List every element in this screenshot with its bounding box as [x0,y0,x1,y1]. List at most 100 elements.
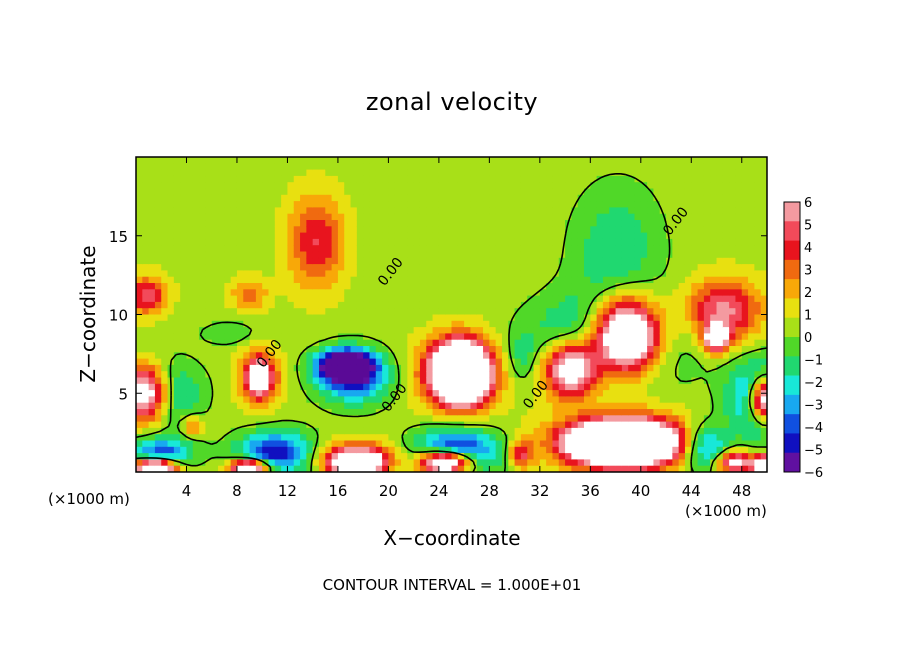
field-cell [268,402,276,410]
field-cell [224,188,232,196]
field-cell [489,257,497,265]
field-cell [546,383,554,391]
field-cell [634,339,642,347]
field-cell [306,276,314,284]
field-cell [243,308,251,316]
field-cell [199,320,207,328]
field-cell [571,390,579,397]
field-cell [558,207,566,215]
field-cell [710,308,718,316]
field-cell [438,289,446,297]
field-cell [640,257,648,265]
field-cell [426,201,434,208]
field-cell [754,251,762,259]
field-cell [710,169,718,177]
field-cell [300,245,307,253]
field-cell [426,383,434,391]
field-cell [710,245,718,253]
field-cell [401,264,408,271]
field-cell [501,333,509,341]
field-cell [363,270,371,278]
field-cell [634,364,642,372]
field-cell [218,390,225,397]
field-cell [274,276,282,284]
field-cell [306,308,314,316]
field-cell [653,465,661,472]
field-cell [621,396,629,404]
field-cell [419,434,427,442]
field-cell [369,276,377,284]
field-cell [672,213,680,221]
field-cell [432,364,440,372]
field-cell [243,163,251,171]
field-cell [539,188,547,196]
field-cell [243,440,251,448]
field-cell [514,459,522,467]
field-cell [464,163,472,171]
field-cell [678,346,686,353]
field-cell [590,396,598,404]
field-cell [407,213,415,221]
field-cell [508,320,516,328]
field-cell [483,188,490,196]
field-cell [306,427,314,435]
field-cell [457,314,465,322]
field-cell [634,459,642,467]
field-cell [703,390,711,397]
field-cell [716,465,724,472]
field-cell [653,327,661,334]
field-cell [584,289,591,297]
field-cell [287,339,295,347]
field-cell [419,377,427,385]
field-cell [565,308,572,316]
field-cell [180,383,188,391]
field-cell [382,264,389,271]
field-cell [735,289,743,297]
field-cell [508,289,516,297]
field-cell [344,446,352,454]
field-cell [533,453,541,460]
field-cell [754,427,762,435]
field-cell [577,213,585,221]
field-cell [533,157,541,164]
field-cell [565,245,572,253]
field-cell [136,371,143,379]
field-cell [268,289,276,297]
field-cell [192,220,200,227]
field-cell [337,289,345,297]
field-cell [186,276,194,284]
field-cell [735,188,743,196]
field-cell [514,201,522,208]
field-cell [173,175,181,183]
field-cell [375,201,383,208]
field-cell [438,377,446,385]
field-cell [287,333,295,341]
field-cell [180,421,188,429]
field-cell [154,238,162,246]
field-cell [167,320,175,328]
field-cell [729,402,737,410]
field-cell [640,427,648,435]
field-cell [300,371,307,379]
field-cell [407,440,415,448]
field-cell [306,251,314,259]
field-cell [350,446,358,454]
field-cell [419,157,427,164]
field-cell [659,364,667,372]
field-cell [445,301,453,309]
field-cell [230,440,238,448]
field-cell [489,364,497,372]
field-cell [306,459,314,467]
field-cell [476,327,484,334]
field-cell [710,226,718,234]
field-cell [205,415,213,423]
field-cell [584,383,591,391]
field-cell [691,402,699,410]
field-cell [236,157,244,164]
field-cell [703,339,711,347]
field-cell [281,377,289,385]
field-cell [584,440,591,448]
field-cell [161,327,169,334]
field-cell [419,339,427,347]
field-cell [432,295,440,303]
